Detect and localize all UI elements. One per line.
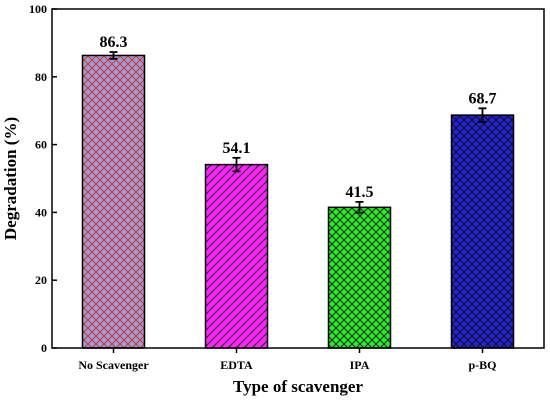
bar-3 xyxy=(450,114,515,349)
y-tick-label-0: 0 xyxy=(41,341,47,355)
plot-area-frame xyxy=(51,8,545,349)
x-tick-label-0: No Scavenger xyxy=(78,358,149,372)
y-tick-label-4: 80 xyxy=(35,70,47,84)
y-tick-label-5: 100 xyxy=(29,2,47,16)
bar-0 xyxy=(81,54,146,349)
bar-1 xyxy=(204,163,269,349)
y-axis-title: Degradation (%) xyxy=(1,117,20,240)
x-tick-label-1: EDTA xyxy=(220,358,253,372)
error-bar-1 xyxy=(232,156,241,173)
value-label-2: 41.5 xyxy=(346,184,374,201)
y-tick-label-3: 60 xyxy=(35,138,47,152)
bar-2 xyxy=(327,206,392,349)
error-bar-3 xyxy=(478,107,487,123)
x-axis-title: Type of scavenger xyxy=(233,377,363,396)
x-axis-ticks: No Scavenger EDTA IPA p-BQ xyxy=(78,348,497,372)
x-tick-label-2: IPA xyxy=(350,358,370,372)
y-tick-label-2: 40 xyxy=(35,205,47,219)
value-labels-layer: 86.3 54.1 41.5 68.7 xyxy=(100,34,497,201)
value-label-1: 54.1 xyxy=(223,140,251,157)
value-label-3: 68.7 xyxy=(469,90,497,107)
error-bar-0 xyxy=(109,51,118,60)
bars-layer xyxy=(81,54,515,349)
y-tick-label-1: 20 xyxy=(35,273,47,287)
value-label-0: 86.3 xyxy=(100,34,128,51)
x-tick-label-3: p-BQ xyxy=(468,358,496,372)
error-bars-layer xyxy=(109,51,487,214)
y-axis-ticks: 0 20 40 60 80 100 xyxy=(29,2,57,355)
error-bar-2 xyxy=(355,200,364,214)
